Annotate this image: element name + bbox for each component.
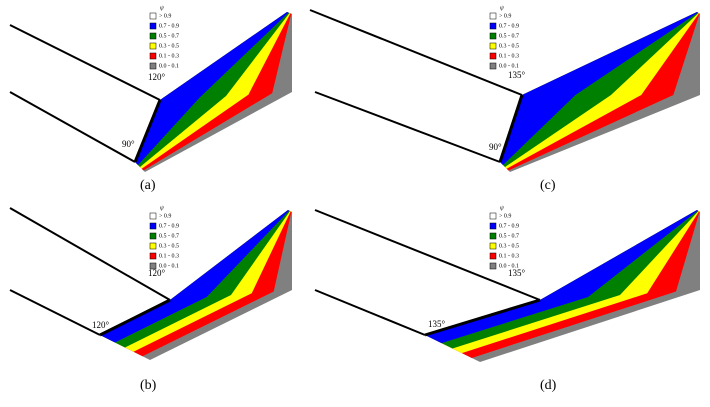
legend-swatch	[489, 232, 497, 240]
legend-swatch	[149, 12, 157, 20]
legend-label: 0.3 - 0.5	[159, 243, 179, 249]
legend-swatch	[149, 212, 157, 220]
legend-title: ψ	[160, 205, 164, 211]
boundary	[314, 289, 426, 336]
legend-label: 0.5 - 0.7	[499, 33, 519, 39]
legend-label: 0.0 - 0.1	[499, 263, 519, 269]
legend-swatch	[489, 262, 497, 270]
legend-swatch	[149, 22, 157, 30]
legend-label: 0.3 - 0.5	[159, 43, 179, 49]
legend-label: > 0.9	[499, 213, 511, 219]
legend-swatch	[489, 222, 497, 230]
legend-label: 0.1 - 0.3	[159, 253, 179, 259]
band	[500, 12, 699, 167]
band	[425, 210, 698, 344]
legend-swatch	[489, 62, 497, 70]
legend-swatch	[489, 32, 497, 40]
panel-label: (d)	[540, 378, 557, 393]
panel-label: (a)	[140, 178, 156, 193]
angle-label: 135°	[508, 268, 526, 278]
boundary	[9, 289, 101, 336]
legend-swatch	[149, 42, 157, 50]
band	[100, 210, 290, 343]
band	[135, 12, 289, 165]
legend-label: 0.5 - 0.7	[499, 233, 519, 239]
legend-swatch	[149, 62, 157, 70]
legend-label: 0.3 - 0.5	[499, 243, 519, 249]
legend-label: > 0.9	[159, 13, 171, 19]
slope-face	[99, 298, 171, 337]
legend-swatch	[489, 22, 497, 30]
angle-label: 90°	[122, 139, 135, 149]
band	[135, 12, 290, 167]
slope-face	[498, 94, 524, 163]
legend-swatch	[149, 32, 157, 40]
boundary	[309, 9, 523, 96]
slope-face	[424, 298, 541, 337]
legend-title: ψ	[500, 5, 504, 11]
panel-label: (c)	[540, 178, 556, 193]
legend-swatch	[489, 42, 497, 50]
legend-label: 0.0 - 0.1	[499, 63, 519, 69]
boundary	[314, 209, 541, 301]
legend-swatch	[149, 52, 157, 60]
legend-title: ψ	[160, 5, 164, 11]
angle-label: 90°	[489, 142, 502, 152]
boundary	[9, 91, 136, 163]
angle-label: 120°	[148, 72, 166, 82]
legend-label: 0.7 - 0.9	[159, 223, 179, 229]
legend-label: 0.5 - 0.7	[159, 233, 179, 239]
band	[500, 12, 698, 165]
legend-swatch	[149, 242, 157, 250]
legend-swatch	[489, 252, 497, 260]
angle-label: 120°	[92, 320, 110, 330]
boundary	[9, 24, 161, 101]
legend-swatch	[149, 262, 157, 270]
panel-label: (b)	[140, 378, 157, 393]
angle-label: 135°	[508, 70, 526, 80]
boundary	[9, 207, 171, 301]
legend-label: 0.3 - 0.5	[499, 43, 519, 49]
legend-label: > 0.9	[159, 213, 171, 219]
legend-label: 0.1 - 0.3	[499, 253, 519, 259]
legend-swatch	[149, 232, 157, 240]
legend-label: > 0.9	[499, 13, 511, 19]
legend-swatch	[489, 52, 497, 60]
legend-label: 0.0 - 0.1	[159, 263, 179, 269]
legend-swatch	[149, 222, 157, 230]
legend-label: 0.0 - 0.1	[159, 63, 179, 69]
legend-label: 0.1 - 0.3	[159, 53, 179, 59]
legend-label: 0.7 - 0.9	[499, 23, 519, 29]
legend-label: 0.1 - 0.3	[499, 53, 519, 59]
legend-label: 0.5 - 0.7	[159, 33, 179, 39]
slope-face	[133, 99, 162, 163]
boundary	[314, 91, 501, 163]
legend-label: 0.7 - 0.9	[499, 223, 519, 229]
legend-label: 0.7 - 0.9	[159, 23, 179, 29]
legend-swatch	[149, 252, 157, 260]
angle-label: 135°	[428, 319, 446, 329]
legend-swatch	[489, 212, 497, 220]
angle-label: 120°	[148, 268, 166, 278]
legend-swatch	[489, 242, 497, 250]
legend-swatch	[489, 12, 497, 20]
legend-title: ψ	[500, 205, 504, 211]
